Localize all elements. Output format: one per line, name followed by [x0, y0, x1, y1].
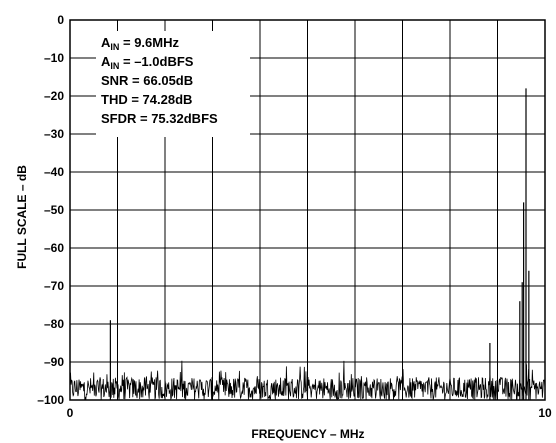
x-tick-labels: 0 10 — [67, 406, 552, 420]
y-tick-labels: 0 –10 –20 –30 –40 –50 –60 –70 –80 –90 –100 — [37, 13, 64, 407]
y-tick-label: –40 — [44, 165, 64, 179]
spectrum-trace — [69, 88, 546, 401]
noise-floor-trace — [69, 360, 546, 401]
y-tick-label: –70 — [44, 279, 64, 293]
y-tick-label: –80 — [44, 317, 64, 331]
annotation-line: SFDR = 75.32dBFS — [101, 111, 218, 126]
y-tick-label: –30 — [44, 127, 64, 141]
y-axis-label: FULL SCALE – dB — [15, 165, 29, 269]
y-tick-label: –100 — [37, 393, 64, 407]
y-tick-label: –20 — [44, 89, 64, 103]
x-axis-label: FREQUENCY – MHz — [251, 427, 364, 441]
y-tick-label: –10 — [44, 51, 64, 65]
y-tick-label: 0 — [57, 13, 64, 27]
annotation-block: AIN = 9.6MHz AIN = –1.0dBFS SNR = 66.05dB T… — [101, 35, 218, 126]
annotation-line: AIN = –1.0dBFS — [101, 54, 194, 71]
x-tick-label: 0 — [67, 406, 74, 420]
y-tick-label: –60 — [44, 241, 64, 255]
annotation-box — [96, 31, 250, 137]
y-tick-label: –50 — [44, 203, 64, 217]
annotation-line: THD = 74.28dB — [101, 92, 192, 107]
annotation-line: SNR = 66.05dB — [101, 73, 193, 88]
x-tick-label: 10 — [538, 406, 552, 420]
annotation-line: AIN = 9.6MHz — [101, 35, 179, 52]
y-tick-label: –90 — [44, 355, 64, 369]
plot-frame — [69, 19, 546, 401]
